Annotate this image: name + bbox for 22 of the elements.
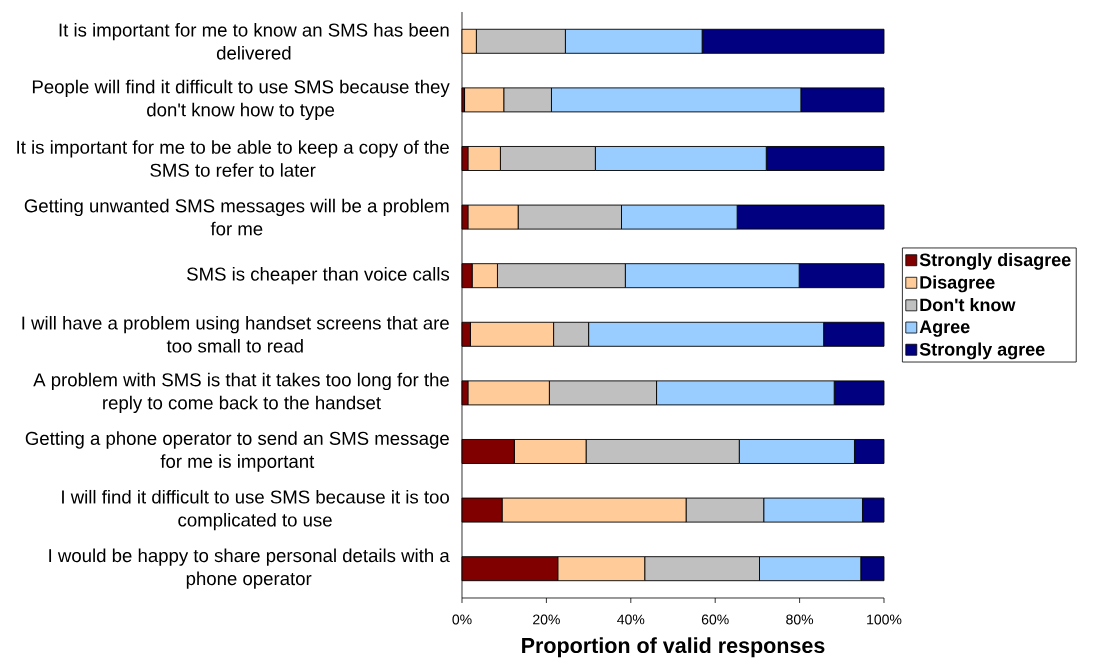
x-axis-title: Proportion of valid responses — [522, 637, 825, 658]
x-tick-label: 60% — [701, 614, 729, 625]
y-tick-label: I will have a problem using handset screens that are too small to read — [22, 315, 449, 353]
legend-label: Don't know — [920, 298, 1016, 312]
x-tick-label: 0% — [452, 614, 472, 625]
legend-label: Strongly disagree — [919, 252, 1071, 270]
y-tick-label: I will find it difficult to use SMS because it is too complicated to use — [62, 489, 449, 531]
x-tick-label: 20% — [533, 614, 560, 625]
y-tick-label: It is important for me to know an SMS has been delivered — [59, 22, 449, 60]
x-tick-label: 80% — [786, 614, 814, 625]
y-tick-label: It is important for me to be able to keep a copy of the SMS to refer to later — [17, 140, 449, 177]
x-tick-label: 100% — [867, 614, 902, 625]
y-tick-label: People will find it difficult to use SMS because they don't know how to type — [32, 79, 450, 121]
legend-label: Strongly agree — [919, 342, 1045, 360]
y-tick-label: Getting unwanted SMS messages will be a problem for me — [24, 198, 449, 236]
y-tick-label: A problem with SMS is that it takes too long for the reply to come back to the handset — [33, 372, 449, 414]
y-tick-label: Getting a phone operator to send an SMS message for me is important — [25, 431, 449, 472]
y-tick-label: I would be happy to share personal details with a phone operator — [49, 548, 450, 589]
legend-label: Disagree — [920, 275, 995, 293]
y-tick-label: SMS is cheaper than voice calls — [187, 267, 450, 285]
legend-label: Agree — [919, 320, 970, 337]
x-tick-label: 40% — [617, 614, 645, 625]
